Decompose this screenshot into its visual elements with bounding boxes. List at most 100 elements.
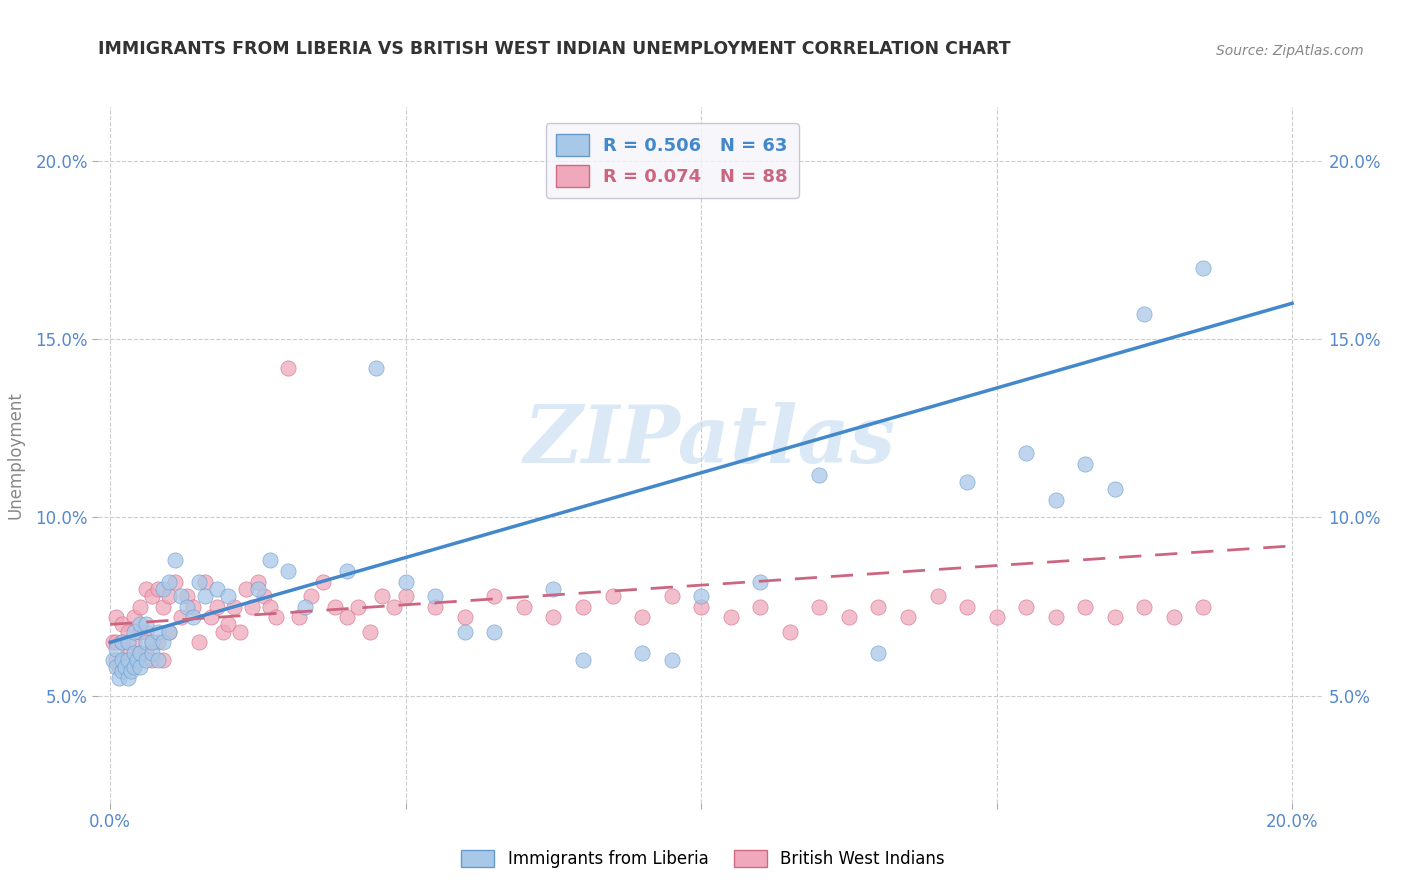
Point — [1104, 482, 1126, 496]
Point — [336, 564, 359, 578]
Point — [114, 660, 136, 674]
Point — [246, 574, 269, 589]
Point — [181, 599, 204, 614]
Point — [288, 610, 311, 624]
Point — [205, 582, 228, 596]
Point — [111, 664, 134, 678]
Point — [371, 589, 394, 603]
Point — [808, 599, 831, 614]
Point — [165, 574, 187, 589]
Point — [152, 635, 174, 649]
Point — [572, 599, 595, 614]
Point — [157, 589, 180, 603]
Point — [146, 653, 169, 667]
Point — [141, 589, 163, 603]
Point — [181, 610, 204, 624]
Point — [165, 553, 187, 567]
Point — [513, 599, 536, 614]
Point — [294, 599, 316, 614]
Point — [152, 599, 174, 614]
Point — [484, 624, 506, 639]
Point — [323, 599, 346, 614]
Point — [690, 599, 713, 614]
Point — [135, 653, 157, 667]
Point — [382, 599, 405, 614]
Point — [276, 564, 298, 578]
Point — [543, 582, 565, 596]
Point — [359, 624, 381, 639]
Point — [661, 589, 683, 603]
Point — [1133, 307, 1156, 321]
Point — [631, 646, 654, 660]
Point — [103, 653, 125, 667]
Point — [157, 624, 180, 639]
Point — [122, 610, 145, 624]
Point — [224, 599, 246, 614]
Point — [779, 624, 801, 639]
Point — [454, 624, 477, 639]
Legend: R = 0.506   N = 63, R = 0.074   N = 88: R = 0.506 N = 63, R = 0.074 N = 88 — [546, 123, 799, 198]
Point — [211, 624, 233, 639]
Point — [135, 635, 157, 649]
Point — [117, 653, 139, 667]
Point — [141, 635, 163, 649]
Point — [1074, 457, 1097, 471]
Point — [194, 574, 217, 589]
Point — [146, 624, 169, 639]
Point — [117, 660, 139, 674]
Point — [240, 599, 263, 614]
Point — [395, 574, 418, 589]
Point — [122, 660, 145, 674]
Point — [425, 589, 447, 603]
Point — [259, 553, 281, 567]
Point — [108, 660, 131, 674]
Point — [128, 617, 150, 632]
Point — [176, 589, 198, 603]
Point — [122, 660, 145, 674]
Point — [200, 610, 222, 624]
Legend: Immigrants from Liberia, British West Indians: Immigrants from Liberia, British West In… — [454, 843, 952, 875]
Point — [105, 635, 128, 649]
Point — [117, 624, 139, 639]
Point — [141, 646, 163, 660]
Point — [111, 653, 134, 667]
Point — [125, 653, 148, 667]
Point — [105, 653, 128, 667]
Point — [170, 610, 193, 624]
Point — [111, 617, 134, 632]
Point — [122, 646, 145, 660]
Point — [347, 599, 370, 614]
Point — [299, 589, 322, 603]
Point — [152, 653, 174, 667]
Point — [927, 589, 949, 603]
Point — [111, 653, 134, 667]
Point — [395, 589, 418, 603]
Point — [690, 589, 713, 603]
Text: IMMIGRANTS FROM LIBERIA VS BRITISH WEST INDIAN UNEMPLOYMENT CORRELATION CHART: IMMIGRANTS FROM LIBERIA VS BRITISH WEST … — [98, 40, 1011, 58]
Point — [141, 635, 163, 649]
Point — [108, 671, 131, 685]
Point — [205, 599, 228, 614]
Point — [276, 360, 298, 375]
Point — [336, 610, 359, 624]
Point — [868, 646, 890, 660]
Point — [105, 610, 128, 624]
Point — [111, 635, 134, 649]
Point — [986, 610, 1008, 624]
Point — [868, 599, 890, 614]
Point — [602, 589, 624, 603]
Point — [217, 589, 239, 603]
Point — [157, 624, 180, 639]
Point — [366, 360, 388, 375]
Point — [1015, 446, 1038, 460]
Point — [105, 660, 128, 674]
Point — [128, 660, 150, 674]
Point — [117, 635, 139, 649]
Point — [1015, 599, 1038, 614]
Point — [120, 653, 142, 667]
Point — [661, 653, 683, 667]
Point — [114, 660, 136, 674]
Point — [749, 599, 772, 614]
Point — [1045, 492, 1067, 507]
Point — [125, 653, 148, 667]
